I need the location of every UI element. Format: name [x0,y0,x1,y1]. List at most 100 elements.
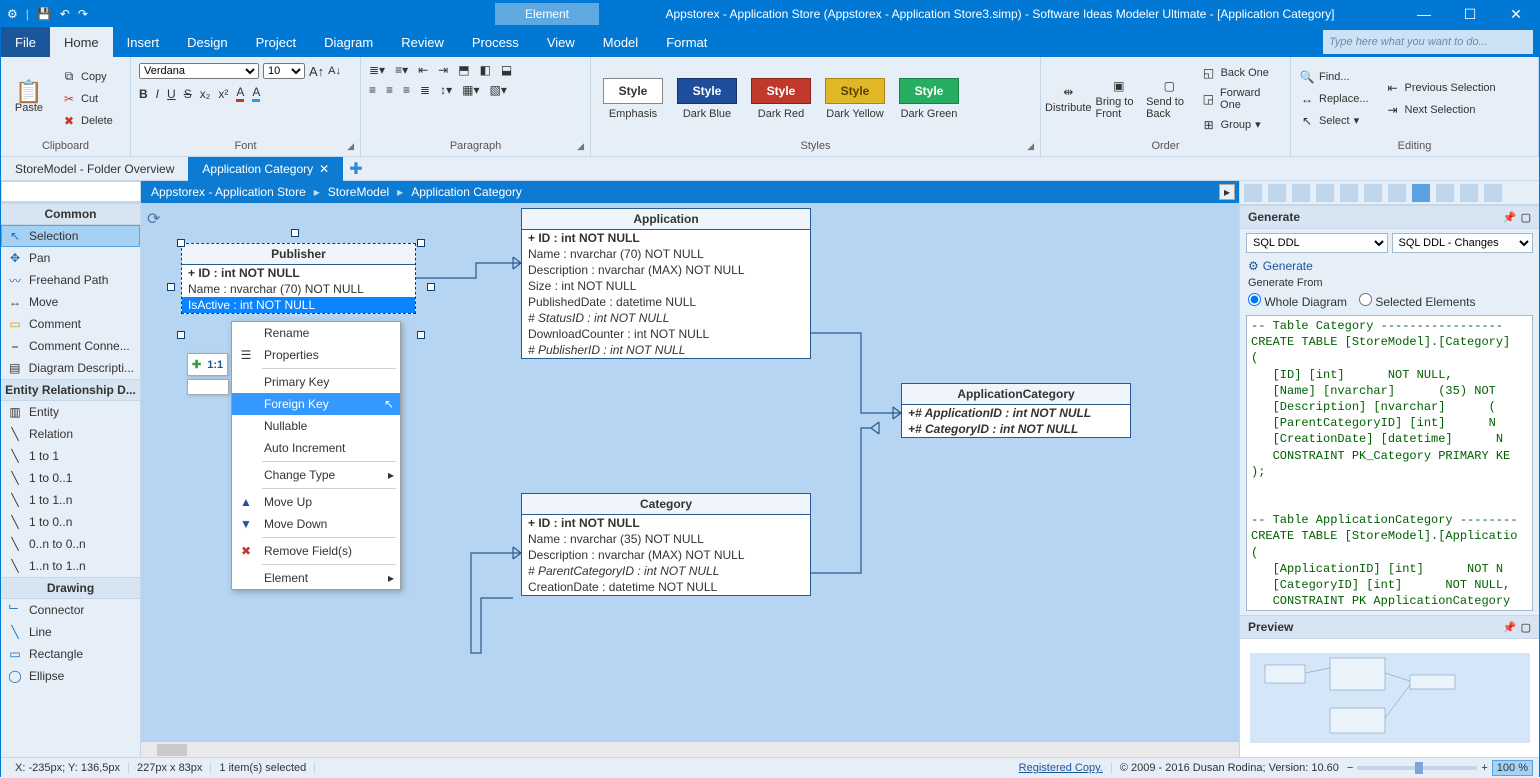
pin-icon[interactable]: 📌 [1503,211,1517,224]
ctx-change-type[interactable]: Change Type▸ [232,464,400,486]
tool-rectangle[interactable]: ▭Rectangle [1,643,140,665]
relation-extra-box[interactable] [187,379,229,395]
panel-tool-icon[interactable] [1340,184,1358,202]
sql-output[interactable]: -- Table Category ----------------- CREA… [1246,315,1533,611]
tool-1to01[interactable]: ╲1 to 0..1 [1,467,140,489]
selection-handle[interactable] [167,283,175,291]
panel-tool-icon[interactable] [1244,184,1262,202]
style-box[interactable]: Style [603,78,663,104]
justify-button[interactable]: ≣ [420,83,430,97]
generate-lang-select[interactable]: SQL DDL [1246,233,1388,253]
tool-freehand[interactable]: 〰Freehand Path [1,269,140,291]
menu-diagram[interactable]: Diagram [310,27,387,57]
find-button[interactable]: 🔍Find... [1295,67,1373,87]
entity-appcat[interactable]: ApplicationCategory +# ApplicationID : i… [901,383,1131,438]
cut-button[interactable]: ✂Cut [57,89,117,109]
line-spacing-button[interactable]: ↕▾ [440,83,452,97]
tool-entity[interactable]: ▥Entity [1,401,140,423]
align-top-button[interactable]: ⬒ [458,63,469,77]
style-dark-blue[interactable]: StyleDark Blue [677,78,737,120]
bc-appcat[interactable]: Application Category [411,185,522,199]
next-selection-button[interactable]: ⇥Next Selection [1381,100,1500,120]
borders-button[interactable]: ▦▾ [462,83,479,97]
ctx-remove-fields[interactable]: ✖Remove Field(s) [232,540,400,562]
bc-nav-button[interactable]: ▸ [1219,184,1235,200]
tool-1to1[interactable]: ╲1 to 1 [1,445,140,467]
selection-handle[interactable] [177,239,185,247]
tool-0nto0n[interactable]: ╲0..n to 0..n [1,533,140,555]
application-row-id[interactable]: + ID : int NOT NULL [522,230,810,246]
application-row-status[interactable]: # StatusID : int NOT NULL [522,310,810,326]
appcat-row-catid[interactable]: +# CategoryID : int NOT NULL [902,421,1130,437]
panel-tool-icon[interactable] [1292,184,1310,202]
style-box[interactable]: Style [751,78,811,104]
subscript-button[interactable]: x₂ [200,87,211,101]
tool-1to1n[interactable]: ╲1 to 1..n [1,489,140,511]
ctx-move-down[interactable]: ▼Move Down [232,513,400,535]
style-emphasis[interactable]: StyleEmphasis [603,78,663,120]
ctx-foreign-key[interactable]: Foreign Key↖ [232,393,400,415]
entity-category[interactable]: Category + ID : int NOT NULL Name : nvar… [521,493,811,596]
panel-tool-icon[interactable] [1364,184,1382,202]
italic-button[interactable]: I [156,87,159,101]
zoom-out-button[interactable]: − [1347,762,1353,774]
style-box[interactable]: Style [677,78,737,104]
panel-close-icon[interactable]: ▢ [1521,621,1531,634]
ctx-nullable[interactable]: Nullable [232,415,400,437]
opt-selected-elements[interactable]: Selected Elements [1359,293,1475,309]
panel-tool-icon[interactable] [1388,184,1406,202]
send-back-button[interactable]: ▢Send to Back [1146,78,1193,120]
minimize-button[interactable]: — [1401,1,1447,27]
select-button[interactable]: ↖Select ▾ [1295,111,1373,131]
toolbox-header-erd[interactable]: Entity Relationship D... [1,379,140,401]
panel-tool-icon[interactable] [1460,184,1478,202]
status-registered[interactable]: Registered Copy. [1019,762,1103,774]
toolbox-search-input[interactable] [1,181,141,202]
tool-1nto1n[interactable]: ╲1..n to 1..n [1,555,140,577]
tool-move[interactable]: ↔Move [1,291,140,313]
pin-icon[interactable]: 📌 [1503,621,1517,634]
zoom-knob[interactable] [1415,762,1423,774]
superscript-button[interactable]: x² [218,87,228,101]
numbering-button[interactable]: ≡▾ [395,63,408,77]
entity-publisher[interactable]: Publisher + ID : int NOT NULL Name : nva… [181,243,416,314]
save-icon[interactable]: 💾 [37,7,52,21]
undo-icon[interactable]: ↶ [60,7,70,21]
tool-selection[interactable]: ↖Selection [1,225,140,247]
preview-thumbnail[interactable] [1240,639,1539,757]
bc-app[interactable]: Appstorex - Application Store [151,185,306,199]
strike-button[interactable]: S [184,87,192,101]
generate-panel-header[interactable]: Generate📌▢ [1240,205,1539,229]
application-row-publisher[interactable]: # PublisherID : int NOT NULL [522,342,810,358]
copy-button[interactable]: ⧉Copy [57,67,117,87]
bold-button[interactable]: B [139,87,148,101]
zoom-slider[interactable] [1357,766,1477,770]
bring-front-button[interactable]: ▣Bring to Front [1096,78,1143,120]
indent-button[interactable]: ⇥ [438,63,448,77]
tool-relation[interactable]: ╲Relation [1,423,140,445]
grow-font-icon[interactable]: A↑ [309,64,324,79]
zoom-in-button[interactable]: + [1481,762,1487,774]
ctx-element[interactable]: Element▸ [232,567,400,589]
style-box[interactable]: Style [899,78,959,104]
horizontal-scrollbar[interactable] [141,741,1239,757]
menu-home[interactable]: Home [50,27,113,57]
menu-format[interactable]: Format [652,27,721,57]
application-row-desc[interactable]: Description : nvarchar (MAX) NOT NULL [522,262,810,278]
publisher-row-isactive[interactable]: IsActive : int NOT NULL [182,297,415,313]
category-row-name[interactable]: Name : nvarchar (35) NOT NULL [522,531,810,547]
zoom-value[interactable]: 100 % [1492,760,1533,776]
bc-storemodel[interactable]: StoreModel [328,185,389,199]
generate-action[interactable]: ⚙Generate [1240,257,1539,275]
panel-tool-icon[interactable] [1436,184,1454,202]
toolbox-header-drawing[interactable]: Drawing [1,577,140,599]
align-left-button[interactable]: ≡ [369,83,376,97]
contextual-tab[interactable]: Element [495,3,599,25]
application-row-published[interactable]: PublishedDate : datetime NULL [522,294,810,310]
diagram-canvas[interactable]: ⟳ Publisher + ID : int NOT NULL N [141,203,1239,741]
add-icon[interactable]: ✚ [192,358,201,371]
styles-dialog-icon[interactable]: ◢ [1027,141,1034,152]
selection-handle[interactable] [417,239,425,247]
panel-tool-icon[interactable] [1484,184,1502,202]
menu-process[interactable]: Process [458,27,533,57]
